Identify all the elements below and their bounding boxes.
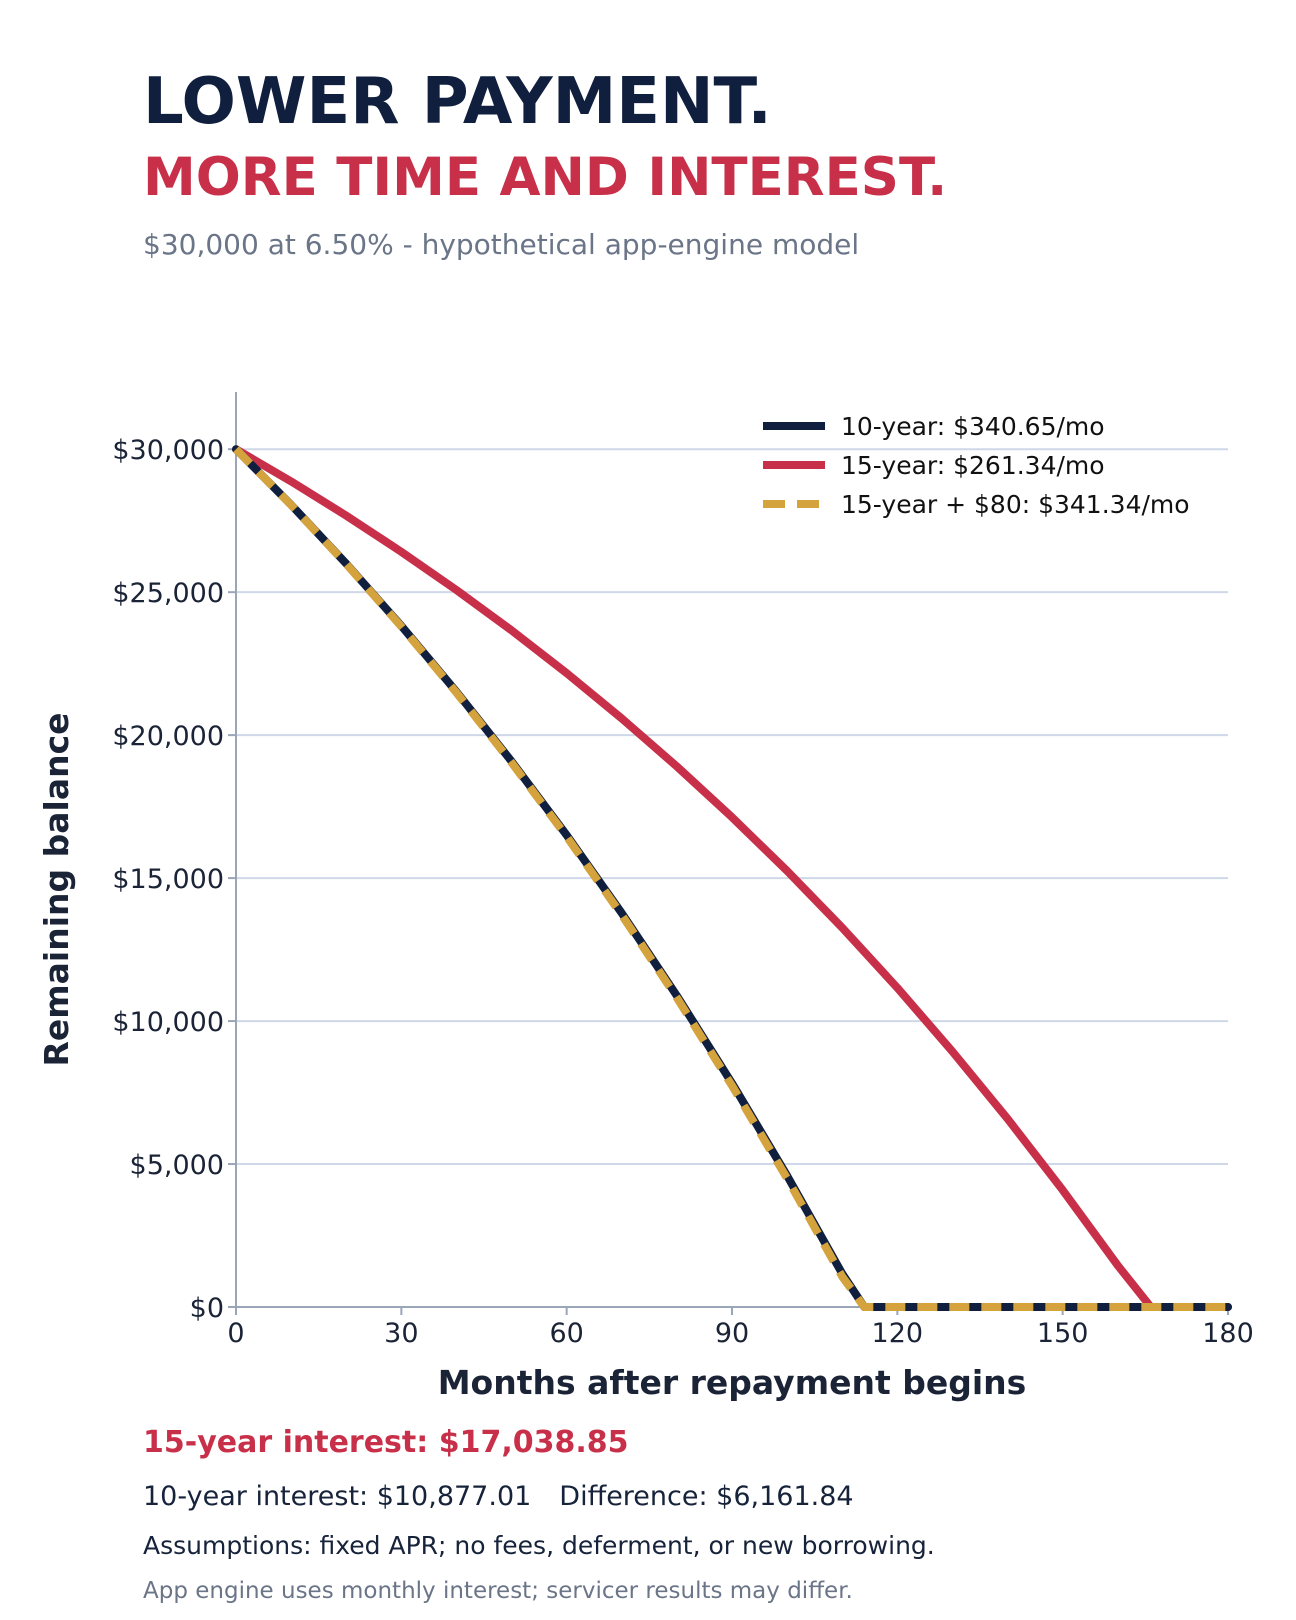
- legend-label: 15-year + $80: $341.34/mo: [841, 490, 1190, 519]
- y-tick-label: $20,000: [112, 721, 224, 752]
- x-axis-label: Months after repayment begins: [438, 1363, 1027, 1402]
- x-tick-label: 150: [1037, 1318, 1089, 1349]
- y-tick-label: $10,000: [112, 1007, 224, 1038]
- assumptions-note: Assumptions: fixed APR; no fees, deferme…: [143, 1531, 935, 1560]
- y-tick-label: $15,000: [112, 864, 224, 895]
- x-tick-label: 0: [227, 1318, 244, 1349]
- series-line-15-year-plus-80: [233, 446, 1228, 1311]
- y-tick-label: $30,000: [112, 435, 224, 466]
- interest-comparison: 10-year interest: $10,877.01 Difference: …: [143, 1480, 854, 1514]
- chart-caption: $30,000 at 6.50% - hypothetical app-engi…: [143, 228, 860, 261]
- page-title: LOWER PAYMENT.: [143, 65, 772, 139]
- engine-disclaimer: App engine uses monthly interest; servic…: [143, 1578, 853, 1604]
- interest-difference: Difference: $6,161.84: [559, 1481, 854, 1512]
- x-tick-label: 120: [872, 1318, 924, 1349]
- chart-axes: [235, 392, 1228, 1308]
- balance-line-chart: $0 $5,000 $10,000 $15,000 $20,000 $25,000 $30,…: [37, 392, 1254, 1402]
- chart-tick-labels: $0 $5,000 $10,000 $15,000 $20,000 $25,000 $30,…: [112, 435, 1253, 1349]
- x-tick-label: 60: [549, 1318, 583, 1349]
- y-tick-label: $0: [190, 1293, 224, 1324]
- series-line-15-year: [232, 445, 1232, 1311]
- y-axis-label: Remaining balance: [37, 712, 76, 1066]
- highlight-interest-total: 15-year interest: $17,038.85: [143, 1425, 629, 1460]
- legend-label: 10-year: $340.65/mo: [841, 412, 1105, 441]
- y-tick-label: $25,000: [112, 578, 224, 609]
- page-subtitle: MORE TIME AND INTEREST.: [143, 147, 948, 208]
- legend-label: 15-year: $261.34/mo: [841, 451, 1105, 480]
- ten-year-interest: 10-year interest: $10,877.01: [143, 1481, 532, 1512]
- x-tick-label: 90: [715, 1318, 749, 1349]
- y-tick-label: $5,000: [130, 1150, 224, 1181]
- x-tick-label: 180: [1202, 1318, 1254, 1349]
- chart-series: [232, 445, 1232, 1311]
- chart-gridlines: [236, 448, 1228, 1166]
- chart-legend: 10-year: $340.65/mo 15-year: $261.34/mo 15…: [763, 412, 1190, 519]
- x-tick-label: 30: [384, 1318, 418, 1349]
